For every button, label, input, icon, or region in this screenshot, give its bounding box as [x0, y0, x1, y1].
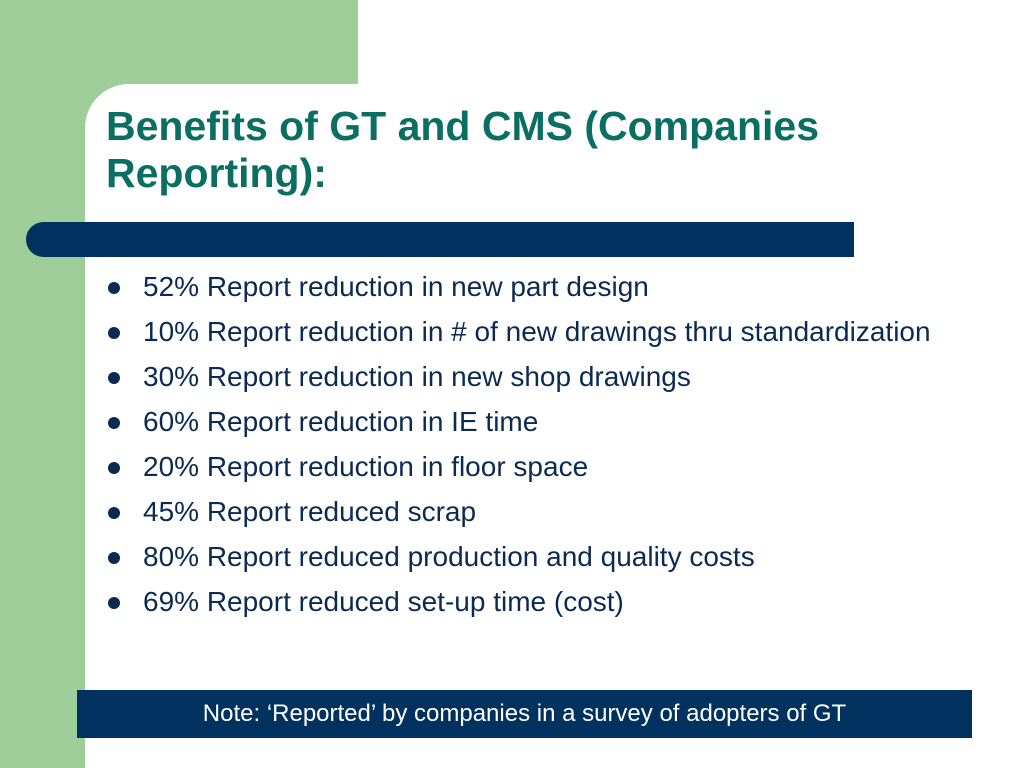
bullet-item: 80% Report reduced production and qualit…	[106, 538, 986, 575]
content-panel	[85, 84, 1024, 768]
bullet-item: 30% Report reduction in new shop drawing…	[106, 358, 986, 395]
bullet-text: 80% Report reduced production and qualit…	[143, 541, 755, 572]
bullet-dot-icon	[108, 462, 120, 474]
bullet-item: 20% Report reduction in floor space	[106, 448, 986, 485]
bullet-dot-icon	[108, 417, 120, 429]
bullet-dot-icon	[108, 327, 120, 339]
note-text: Note: ‘Reported’ by companies in a surve…	[202, 700, 847, 727]
bullet-text: 60% Report reduction in IE time	[143, 406, 539, 437]
bullet-item: 45% Report reduced scrap	[106, 493, 986, 530]
bullet-dot-icon	[108, 282, 120, 294]
bullet-item: 10% Report reduction in # of new drawing…	[106, 313, 986, 350]
bullet-list: 52% Report reduction in new part design …	[106, 268, 986, 628]
bullet-dot-icon	[108, 552, 120, 564]
bullet-item: 69% Report reduced set-up time (cost)	[106, 583, 986, 620]
bullet-text: 69% Report reduced set-up time (cost)	[143, 586, 624, 617]
bullet-text: 30% Report reduction in new shop drawing…	[143, 361, 691, 392]
bullet-item: 52% Report reduction in new part design	[106, 268, 986, 305]
bullet-text: 20% Report reduction in floor space	[143, 451, 589, 482]
slide-title: Benefits of GT and CMS (Companies Report…	[106, 103, 819, 196]
bullet-item: 60% Report reduction in IE time	[106, 403, 986, 440]
bullet-dot-icon	[108, 372, 120, 384]
bullet-dot-icon	[108, 507, 120, 519]
title-divider-bar	[26, 222, 854, 257]
bullet-text: 10% Report reduction in # of new drawing…	[143, 316, 931, 347]
bullet-dot-icon	[108, 597, 120, 609]
bullet-text: 52% Report reduction in new part design	[143, 271, 649, 302]
bullet-text: 45% Report reduced scrap	[143, 496, 477, 527]
note-box: Note: ‘Reported’ by companies in a surve…	[77, 690, 972, 738]
